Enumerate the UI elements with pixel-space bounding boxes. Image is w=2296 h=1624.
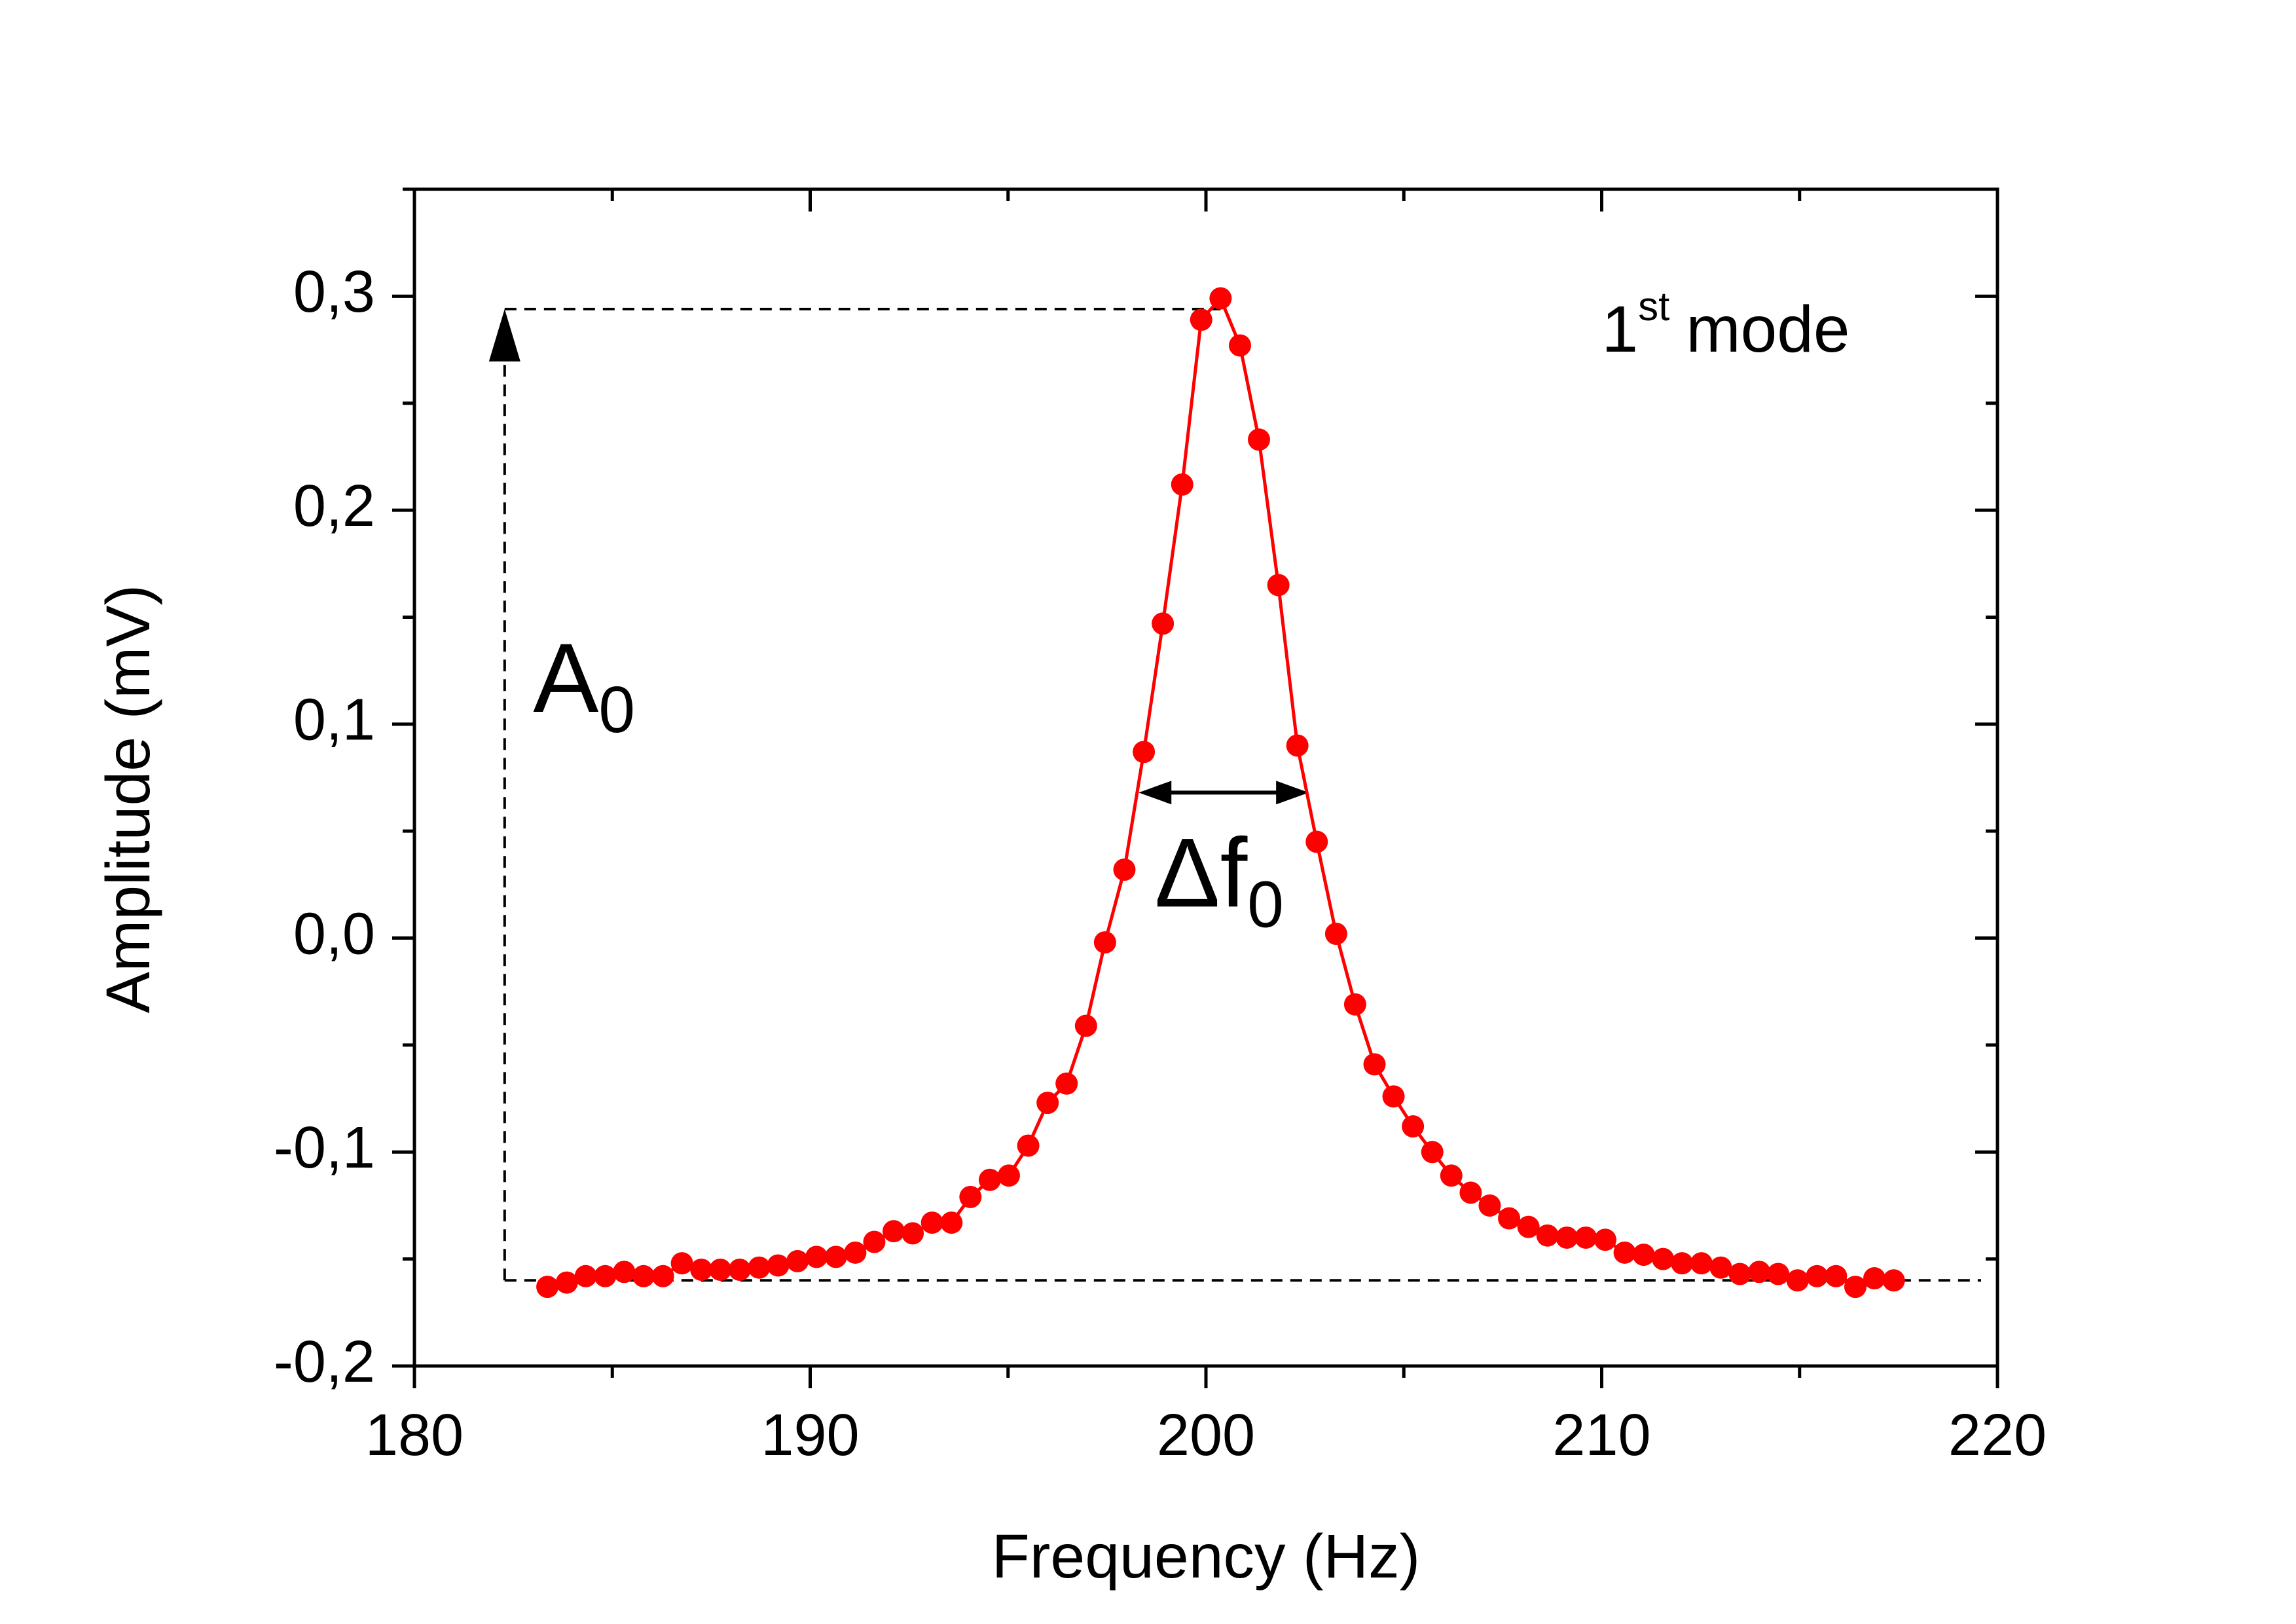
data-point [1594, 1228, 1616, 1251]
annotation: 1st mode [1602, 285, 1850, 367]
data-point [1690, 1252, 1713, 1275]
data-point [1133, 741, 1156, 764]
data-point [1536, 1224, 1559, 1247]
data-point [1575, 1226, 1597, 1249]
data-point [1767, 1263, 1790, 1285]
data-point [1190, 308, 1212, 331]
data-point [920, 1211, 943, 1234]
y-tick-label: 0,3 [293, 259, 375, 325]
data-point [1286, 734, 1309, 757]
data-point [1017, 1134, 1040, 1157]
data-point [1556, 1226, 1578, 1249]
data-point [728, 1258, 751, 1281]
annotation-subscript: 0 [598, 673, 635, 747]
x-axis-title: Frequency (Hz) [992, 1522, 1421, 1591]
y-tick-label: 0,2 [293, 473, 375, 539]
data-point [1036, 1092, 1059, 1115]
data-point [1421, 1141, 1444, 1164]
data-point [824, 1246, 847, 1268]
annotation-text: 1 [1602, 293, 1639, 367]
y-tick-label: 0,0 [293, 901, 375, 967]
data-point [959, 1185, 982, 1208]
data-point [536, 1276, 559, 1299]
data-point [883, 1220, 905, 1243]
data-point [1806, 1264, 1829, 1287]
data-point [1267, 574, 1290, 597]
data-point [1728, 1263, 1751, 1285]
data-point [1055, 1072, 1078, 1095]
data-point [1152, 612, 1175, 635]
data-point [574, 1264, 597, 1287]
width-arrow-head [1276, 781, 1309, 805]
data-point [1632, 1244, 1655, 1266]
x-tick-label: 200 [1157, 1403, 1255, 1468]
x-tick-label: 210 [1552, 1403, 1650, 1468]
x-tick-label: 180 [365, 1403, 464, 1468]
data-point [1748, 1261, 1771, 1283]
data-point [1671, 1252, 1694, 1275]
data-point [1825, 1264, 1848, 1287]
data-point [1171, 473, 1194, 496]
data-point [1652, 1247, 1675, 1270]
data-point [1440, 1164, 1463, 1187]
data-point [1478, 1194, 1501, 1217]
data-point [1786, 1269, 1809, 1292]
data-point [1402, 1115, 1425, 1138]
annotation-text: Δf [1154, 817, 1247, 927]
data-point [978, 1168, 1001, 1191]
data-point [1074, 1014, 1097, 1037]
data-point [651, 1264, 674, 1287]
data-point [709, 1258, 732, 1281]
data-point [863, 1230, 886, 1253]
data-point [902, 1222, 924, 1245]
data-point [1382, 1085, 1405, 1108]
data-point [690, 1258, 713, 1281]
data-point [748, 1256, 771, 1279]
annotation-text: A [533, 623, 598, 733]
annotation-subscript: 0 [1247, 868, 1284, 942]
data-point [632, 1264, 655, 1287]
y-tick-label: 0,1 [293, 688, 375, 753]
data-point [1113, 858, 1136, 881]
x-tick-label: 190 [761, 1403, 859, 1468]
data-point [1093, 931, 1116, 954]
data-point [1882, 1269, 1905, 1292]
annotation: A0 [533, 623, 635, 747]
data-point [1209, 287, 1232, 310]
data-point [767, 1254, 790, 1277]
data-point [670, 1252, 693, 1275]
data-point [1363, 1053, 1386, 1076]
y-tick-label: -0,2 [274, 1329, 375, 1395]
data-point [1459, 1181, 1482, 1204]
width-arrow-head [1139, 781, 1172, 805]
data-point [805, 1246, 828, 1268]
y-axis-title: Amplitude (mV) [94, 585, 163, 1014]
data-point [1844, 1276, 1867, 1299]
data-point [1863, 1267, 1886, 1290]
data-point [940, 1211, 963, 1234]
data-point [1305, 830, 1328, 853]
data-point [1324, 923, 1347, 946]
data-point [997, 1164, 1020, 1187]
data-point [1248, 428, 1271, 451]
data-point [786, 1249, 809, 1272]
data-point [1517, 1215, 1540, 1238]
amplitude-arrow-head [488, 308, 520, 361]
data-point [1613, 1241, 1636, 1264]
data-point [1709, 1256, 1732, 1279]
data-point [1228, 334, 1251, 357]
data-point [1498, 1207, 1521, 1230]
annotation-text: mode [1686, 293, 1850, 367]
y-tick-label: -0,1 [274, 1115, 375, 1181]
data-point [555, 1271, 578, 1294]
annotation-superscript: st [1638, 285, 1669, 330]
x-tick-label: 220 [1948, 1403, 2047, 1468]
data-point [613, 1261, 636, 1283]
annotation: Δf0 [1154, 817, 1284, 942]
data-point [1343, 993, 1366, 1016]
data-point [844, 1241, 867, 1264]
data-point [594, 1264, 617, 1287]
